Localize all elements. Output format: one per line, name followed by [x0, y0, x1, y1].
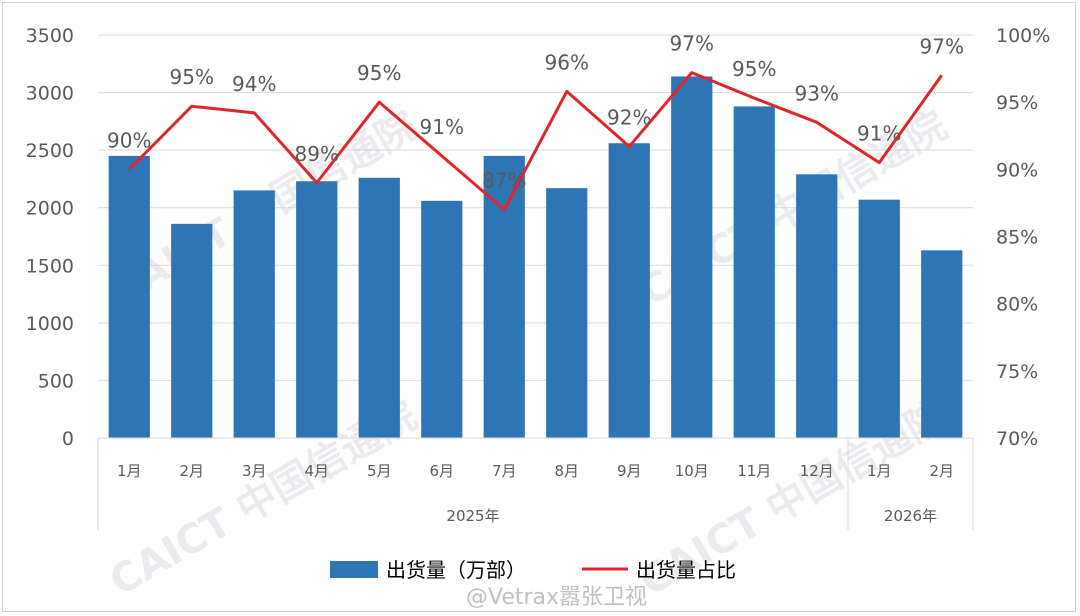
bar [358, 177, 400, 438]
x-tick-label: 2月 [929, 462, 954, 480]
x-tick-label: 11月 [737, 462, 771, 480]
line-series [128, 71, 943, 212]
x-axis: 1月 2月 3月 4月 5月 6月 7月 8月 9月 10月 11月 12月 1月 2月 2025年 2026… [97, 437, 974, 530]
line-data-label: 96% [545, 50, 589, 74]
line-data-label: 89% [295, 142, 339, 166]
line-data-label: 95% [170, 65, 214, 89]
line-data-label: 90% [107, 128, 151, 152]
bar [671, 76, 713, 439]
x-tick-label: 2月 [179, 462, 204, 480]
left-tick-label: 3500 [26, 25, 74, 47]
share-line [128, 71, 943, 212]
right-axis-ticks: 70% 75% 80% 85% 90% 95% 100% [996, 25, 1050, 450]
line-data-label: 94% [232, 72, 276, 96]
line-data-label: 95% [732, 57, 776, 81]
x-tick-label: 3月 [242, 462, 267, 480]
line-data-label: 87% [482, 169, 526, 193]
legend-swatch-bar [330, 561, 378, 578]
line-data-label: 91% [420, 115, 464, 139]
bar [483, 155, 525, 438]
left-tick-label: 0 [62, 428, 74, 450]
bar [921, 250, 963, 438]
bar [233, 190, 275, 438]
left-tick-label: 2500 [26, 140, 74, 162]
bar [108, 155, 150, 438]
right-tick-label: 80% [996, 294, 1038, 316]
bar [296, 181, 338, 438]
x-group-label: 2026年 [884, 507, 937, 525]
legend-label-bar: 出货量（万部） [386, 558, 526, 582]
right-tick-label: 90% [996, 159, 1038, 181]
right-tick-label: 95% [996, 92, 1038, 114]
left-axis-ticks: 0 500 1000 1500 2000 2500 3000 3500 [26, 25, 74, 450]
line-data-label: 97% [670, 32, 714, 56]
right-tick-label: 85% [996, 227, 1038, 249]
x-tick-label: 8月 [554, 462, 579, 480]
left-tick-label: 2000 [26, 198, 74, 220]
left-tick-label: 500 [38, 370, 74, 392]
legend-label-line: 出货量占比 [636, 558, 736, 582]
x-tick-label: 5月 [367, 462, 392, 480]
x-tick-label: 1月 [867, 462, 892, 480]
line-data-label: 97% [920, 34, 964, 58]
x-tick-label: 7月 [492, 462, 517, 480]
x-tick-label: 12月 [800, 462, 834, 480]
bar [546, 188, 588, 438]
bar [796, 174, 838, 438]
x-tick-label: 1月 [117, 462, 142, 480]
x-tick-label: 4月 [304, 462, 329, 480]
credit-text: @Vetrax嚣张卫视 [466, 585, 647, 610]
bar [733, 106, 775, 438]
left-tick-label: 1500 [26, 255, 74, 277]
bar [421, 200, 463, 438]
line-data-label: 95% [357, 61, 401, 85]
x-group-label: 2025年 [446, 507, 499, 525]
right-tick-label: 100% [996, 25, 1050, 47]
x-tick-label: 10月 [675, 462, 709, 480]
line-data-labels: 90% 95% 94% 89% 95% 91% 87% 96% 92% 97% 95% 93% 91% 9… [107, 32, 964, 193]
left-tick-label: 1000 [26, 313, 74, 335]
x-tick-label: 9月 [617, 462, 642, 480]
bar [858, 199, 900, 438]
left-tick-label: 3000 [26, 83, 74, 105]
line-data-label: 91% [857, 122, 901, 146]
bar-series [108, 76, 963, 439]
line-data-label: 93% [795, 81, 839, 105]
legend: 出货量（万部） 出货量占比 [330, 558, 736, 582]
bar [608, 143, 650, 438]
right-tick-label: 70% [996, 428, 1038, 450]
x-tick-label: 6月 [429, 462, 454, 480]
bar [171, 223, 213, 438]
right-tick-label: 75% [996, 361, 1038, 383]
line-data-label: 92% [607, 105, 651, 129]
